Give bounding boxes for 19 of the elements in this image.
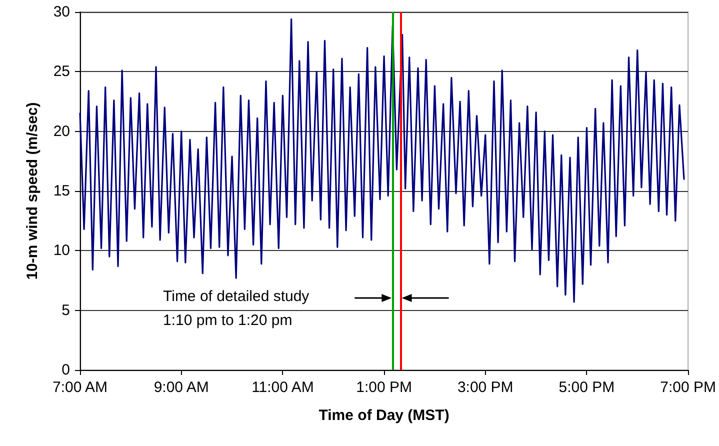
y-tick-label: 30	[53, 4, 70, 20]
line-series	[79, 18, 685, 303]
y-axis-title: 10-m wind speed (m/sec)	[24, 102, 41, 280]
y-tick-label: 20	[53, 122, 70, 140]
y-tick-label: 10	[53, 242, 70, 260]
x-tick-label: 7:00 AM	[52, 379, 108, 396]
x-tick-label: 7:00 PM	[660, 379, 716, 396]
y-tick-label: 25	[53, 63, 70, 80]
x-tick-label: 11:00 AM	[252, 379, 314, 396]
x-tick-label: 9:00 AM	[154, 379, 209, 396]
x-axis-title: Time of Day (MST)	[318, 407, 450, 424]
annotation: 1:10 pm to 1:20 pm	[163, 312, 292, 330]
y-tick-label: 5	[62, 302, 70, 319]
x-tick-label: 1:00 PM	[356, 379, 412, 396]
y-tick-label: 0	[62, 362, 70, 378]
x-tick-label: 5:00 PM	[558, 379, 615, 396]
annotation: Time of detailed study	[163, 288, 310, 306]
y-tick-label: 15	[53, 182, 70, 200]
x-tick-label: 3:00 PM	[457, 379, 514, 396]
